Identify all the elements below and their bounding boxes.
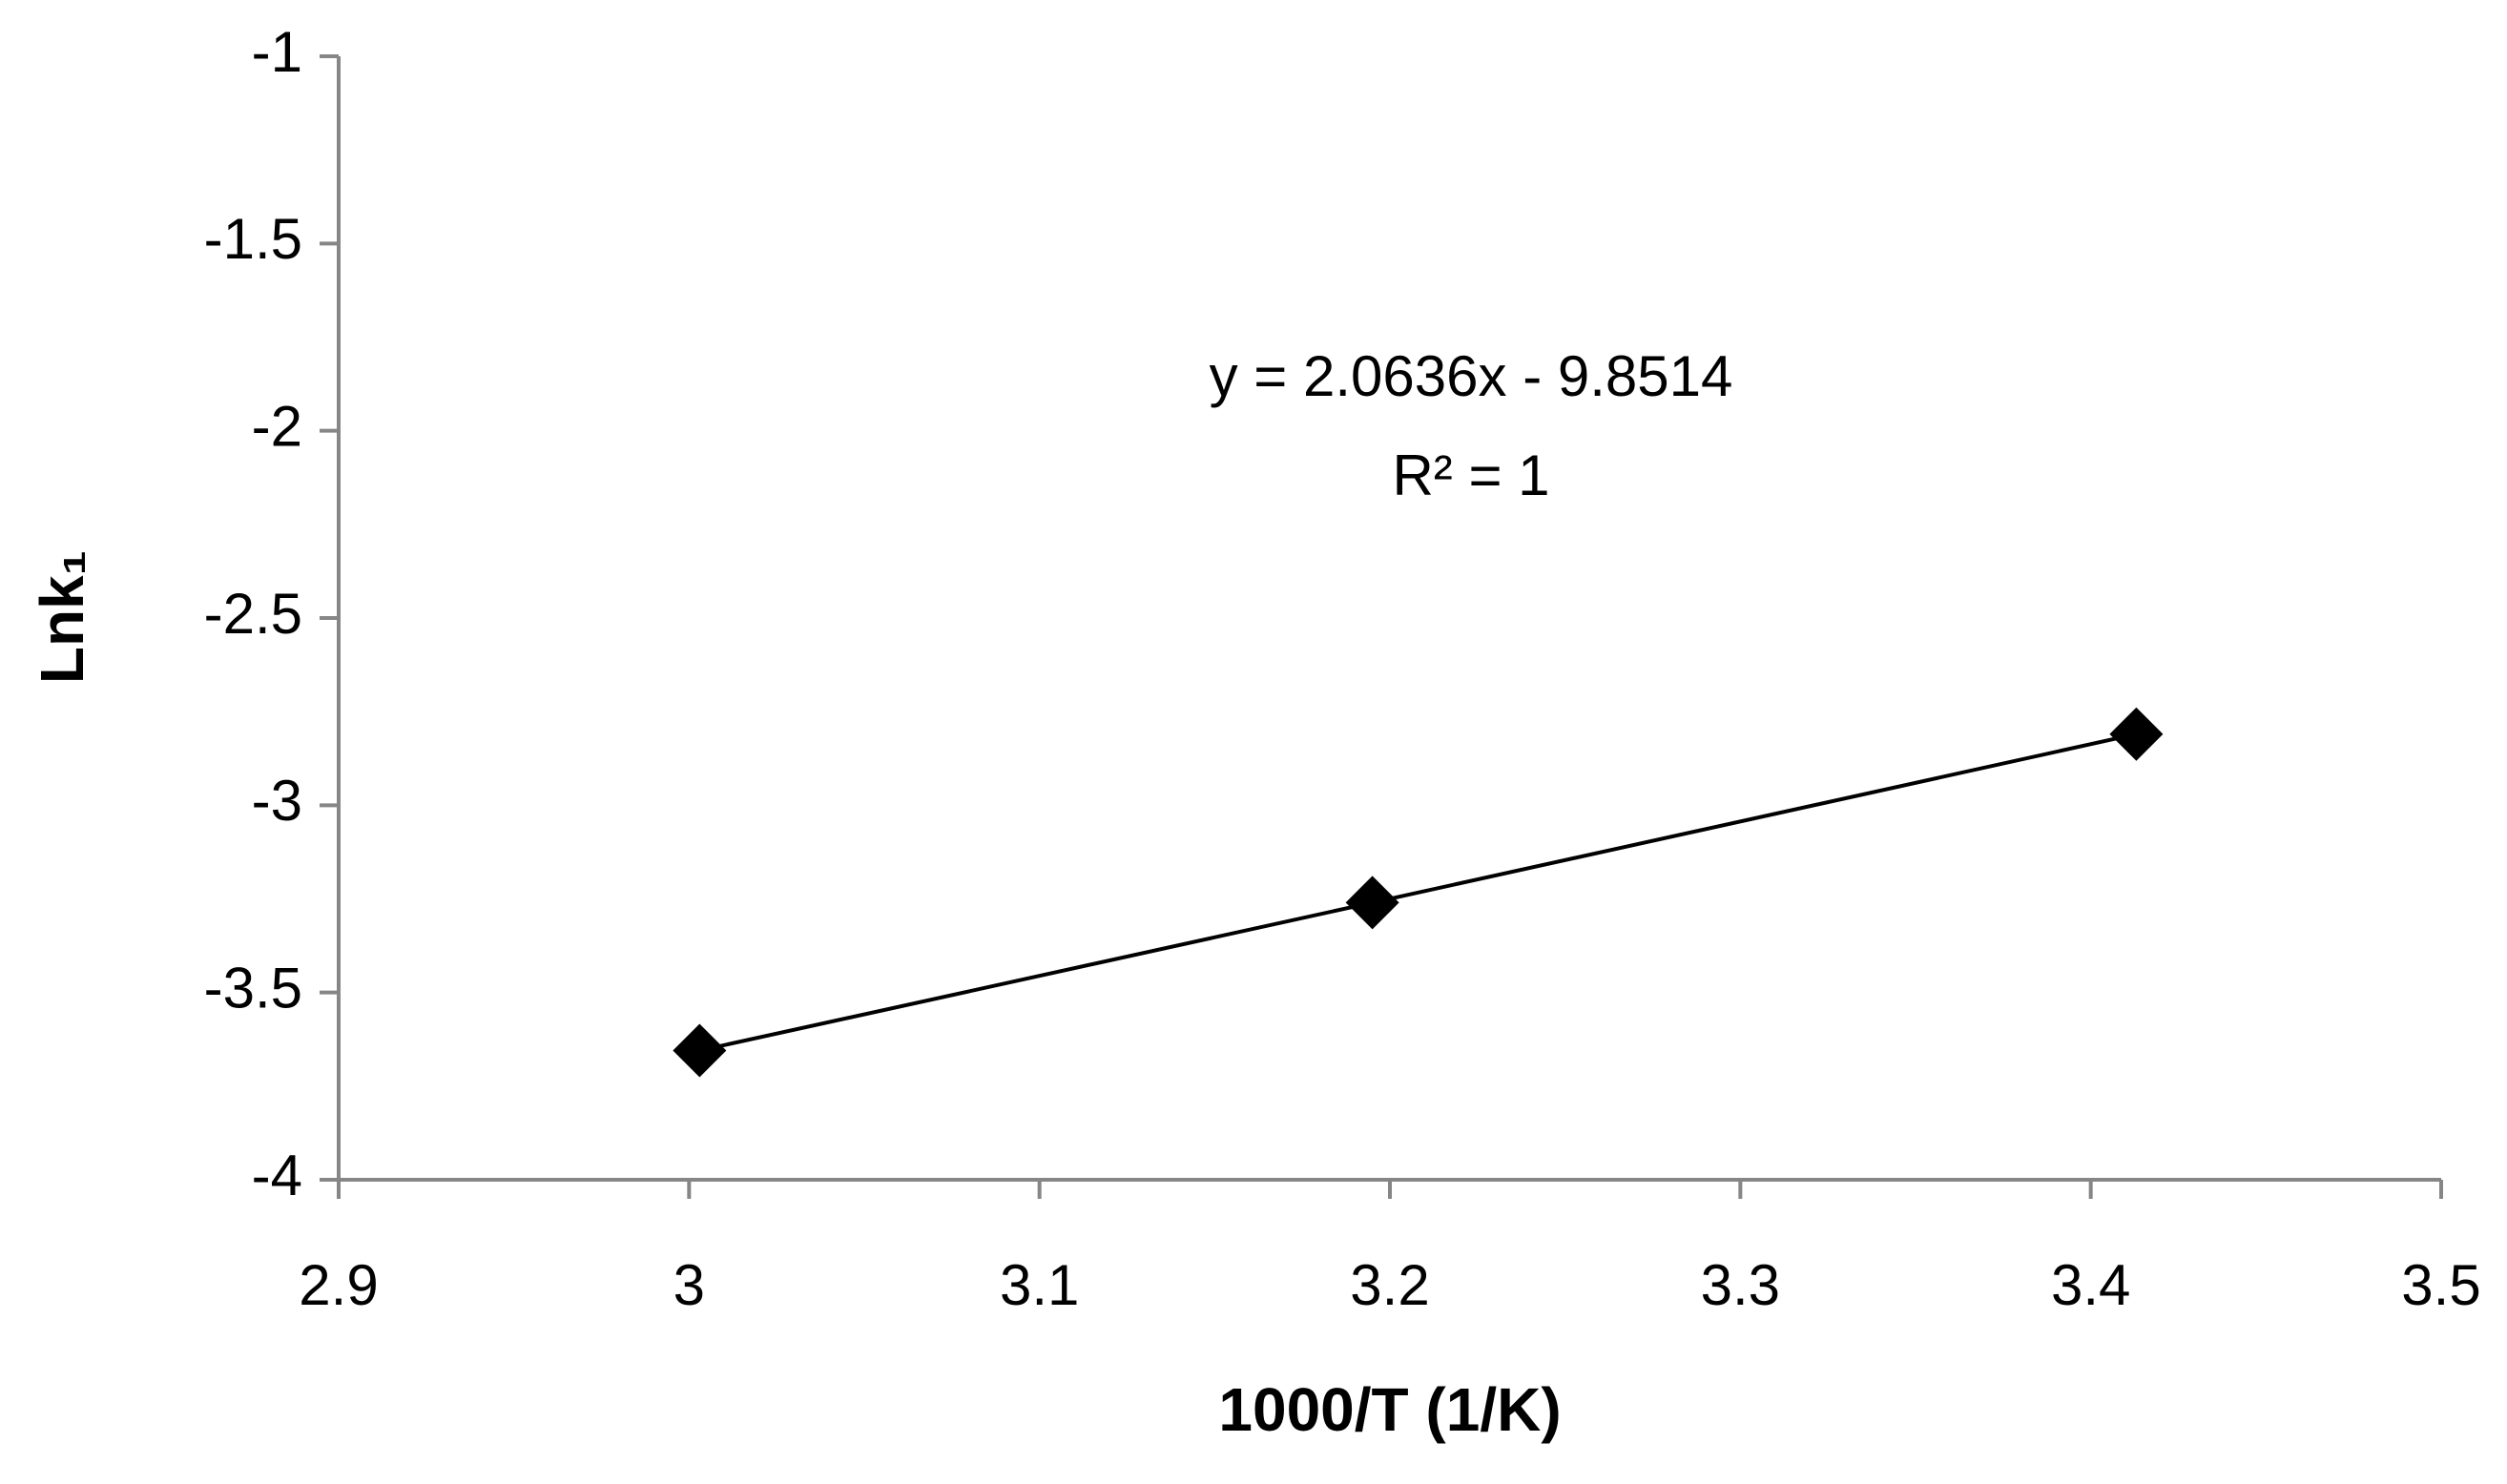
y-axis-title: Lnk₁ — [28, 550, 96, 684]
y-tick-label: -1 — [252, 20, 302, 84]
line — [698, 732, 2137, 1053]
x-tick-label: 3.5 — [2401, 1253, 2480, 1317]
x-tick-label: 3.3 — [1701, 1253, 1780, 1317]
y-tick-label: -2 — [252, 395, 302, 459]
y-tick-label: -3.5 — [204, 957, 302, 1020]
y-tick-label: -4 — [252, 1144, 302, 1207]
marker — [1345, 876, 1399, 930]
y-tick-label: -2.5 — [204, 582, 302, 646]
r-squared: R² = 1 — [1392, 443, 1549, 507]
x-tick-label: 2.9 — [299, 1253, 378, 1317]
x-axis-title: 1000/T (1/K) — [1218, 1375, 1561, 1444]
x-tick-label: 3.1 — [1000, 1253, 1079, 1317]
y-tick-label: -3 — [252, 769, 302, 833]
y-tick-label: -1.5 — [204, 207, 302, 271]
equation: y = 2.0636x - 9.8514 — [1210, 344, 1733, 408]
marker — [673, 1023, 727, 1078]
x-tick-label: 3.4 — [2051, 1253, 2130, 1317]
x-tick-label: 3.2 — [1350, 1253, 1429, 1317]
x-tick-label: 3 — [673, 1253, 705, 1317]
marker — [2109, 707, 2164, 761]
